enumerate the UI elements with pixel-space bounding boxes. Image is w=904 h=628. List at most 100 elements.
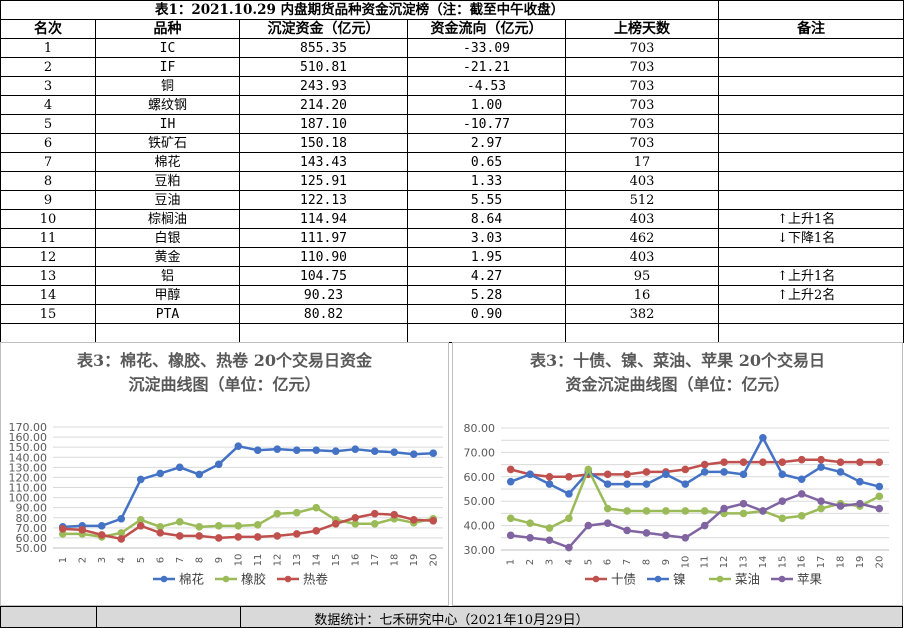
- data-point: [156, 469, 165, 478]
- column-header: 资金流向（亿元）: [407, 19, 566, 39]
- data-point: [234, 522, 243, 530]
- data-point: [156, 529, 165, 537]
- data-point: [175, 532, 184, 540]
- cell-days: 703: [564, 57, 720, 77]
- column-header: 品种: [95, 19, 240, 39]
- cell-note: ↓下降1名: [718, 228, 904, 248]
- cell-rank: 7: [0, 152, 96, 172]
- column-header: 备注: [718, 19, 904, 39]
- data-point: [720, 504, 728, 513]
- legend-label: 棉花: [179, 572, 204, 587]
- table-row: 14 甲醇 90.23 5.28 16 ↑上升2名: [0, 285, 904, 305]
- data-point: [234, 533, 243, 541]
- data-point: [875, 504, 884, 513]
- y-tick-label: 80.00: [16, 512, 48, 525]
- data-point: [195, 532, 204, 540]
- data-point: [623, 507, 631, 515]
- data-point: [584, 521, 593, 530]
- data-point: [545, 536, 554, 545]
- table-row: 5 IH 187.10 -10.77 703: [0, 114, 904, 134]
- cell-flow: 4.27: [407, 266, 566, 286]
- data-point: [817, 455, 825, 464]
- data-point: [253, 521, 262, 529]
- cell-fund: 187.10: [239, 114, 408, 134]
- x-tick-label: 5: [583, 559, 594, 565]
- data-point: [681, 507, 690, 515]
- x-tick-label: 4: [116, 557, 127, 563]
- cell-fund: 243.93: [239, 76, 408, 96]
- y-tick-label: 150.00: [9, 441, 48, 454]
- data-point: [856, 499, 864, 508]
- data-point: [759, 458, 767, 466]
- x-tick-label: 17: [370, 554, 381, 567]
- data-point: [681, 465, 690, 474]
- data-point: [136, 522, 145, 530]
- cell-flow: -4.53: [407, 76, 566, 96]
- empty-cell: [95, 323, 240, 343]
- y-tick-label: 50.00: [464, 495, 496, 508]
- cell-fund: 111.97: [239, 228, 408, 248]
- data-point: [700, 460, 709, 469]
- data-point: [331, 447, 340, 455]
- cell-note: ↑上升1名: [718, 266, 904, 286]
- cell-fund: 114.94: [239, 209, 408, 229]
- cell-note: [718, 171, 904, 191]
- data-point: [565, 473, 573, 481]
- cell-note: [718, 95, 904, 115]
- table-row: 2 IF 510.81 -21.21 703: [0, 57, 904, 77]
- cell-note: [718, 38, 904, 58]
- data-point: [778, 458, 787, 466]
- data-point: [506, 477, 515, 486]
- y-tick-label: 110.00: [9, 482, 48, 495]
- x-tick-label: 7: [175, 557, 186, 563]
- cell-fund: 122.13: [239, 190, 408, 210]
- x-tick-label: 18: [836, 556, 847, 569]
- y-tick-label: 70.00: [16, 522, 48, 535]
- data-point: [817, 504, 825, 513]
- y-tick-label: 60.00: [16, 532, 48, 545]
- data-point: [797, 475, 806, 484]
- cell-days: 703: [564, 76, 720, 96]
- x-tick-label: 12: [272, 554, 283, 567]
- data-point: [836, 468, 845, 476]
- x-tick-label: 5: [136, 557, 147, 563]
- cell-fund: 110.90: [239, 247, 408, 267]
- data-point: [58, 525, 67, 533]
- cell-days: 462: [564, 228, 720, 248]
- cell-rank: 4: [0, 95, 96, 115]
- cell-rank: 8: [0, 171, 96, 191]
- data-point: [97, 531, 106, 539]
- x-tick-label: 1: [506, 559, 517, 565]
- legend-marker: [222, 575, 230, 583]
- cell-name: IH: [95, 114, 240, 134]
- legend-label: 苹果: [797, 572, 823, 587]
- x-tick-label: 4: [564, 559, 575, 565]
- footer-text: 数据统计：七禾研究中心（2021年10月29日）: [314, 613, 589, 628]
- y-tick-label: 170.00: [9, 421, 48, 434]
- data-point: [312, 503, 321, 512]
- cell-name: 螺纹钢: [95, 95, 240, 115]
- legend-marker: [654, 575, 662, 583]
- empty-cell: [239, 323, 408, 343]
- cell-rank: 5: [0, 114, 96, 134]
- table-row: 12 黄金 110.90 1.95 403: [0, 247, 904, 267]
- cell-name: 黄金: [95, 247, 240, 267]
- cell-rank: 13: [0, 266, 96, 286]
- data-point: [836, 502, 845, 510]
- data-point: [603, 504, 612, 513]
- data-point: [603, 470, 612, 479]
- data-point: [642, 468, 651, 476]
- data-point: [117, 535, 126, 543]
- empty-cell: [718, 0, 904, 20]
- data-point: [312, 527, 321, 535]
- x-tick-label: 20: [874, 556, 885, 569]
- cell-name: 铜: [95, 76, 240, 96]
- x-tick-label: 19: [409, 554, 420, 567]
- cell-days: 95: [564, 266, 720, 286]
- cell-fund: 143.43: [239, 152, 408, 172]
- cell-name: PTA: [95, 304, 240, 324]
- cell-note: [718, 133, 904, 153]
- legend-label: 菜油: [735, 572, 760, 587]
- data-point: [797, 512, 806, 520]
- x-tick-label: 1: [58, 557, 69, 563]
